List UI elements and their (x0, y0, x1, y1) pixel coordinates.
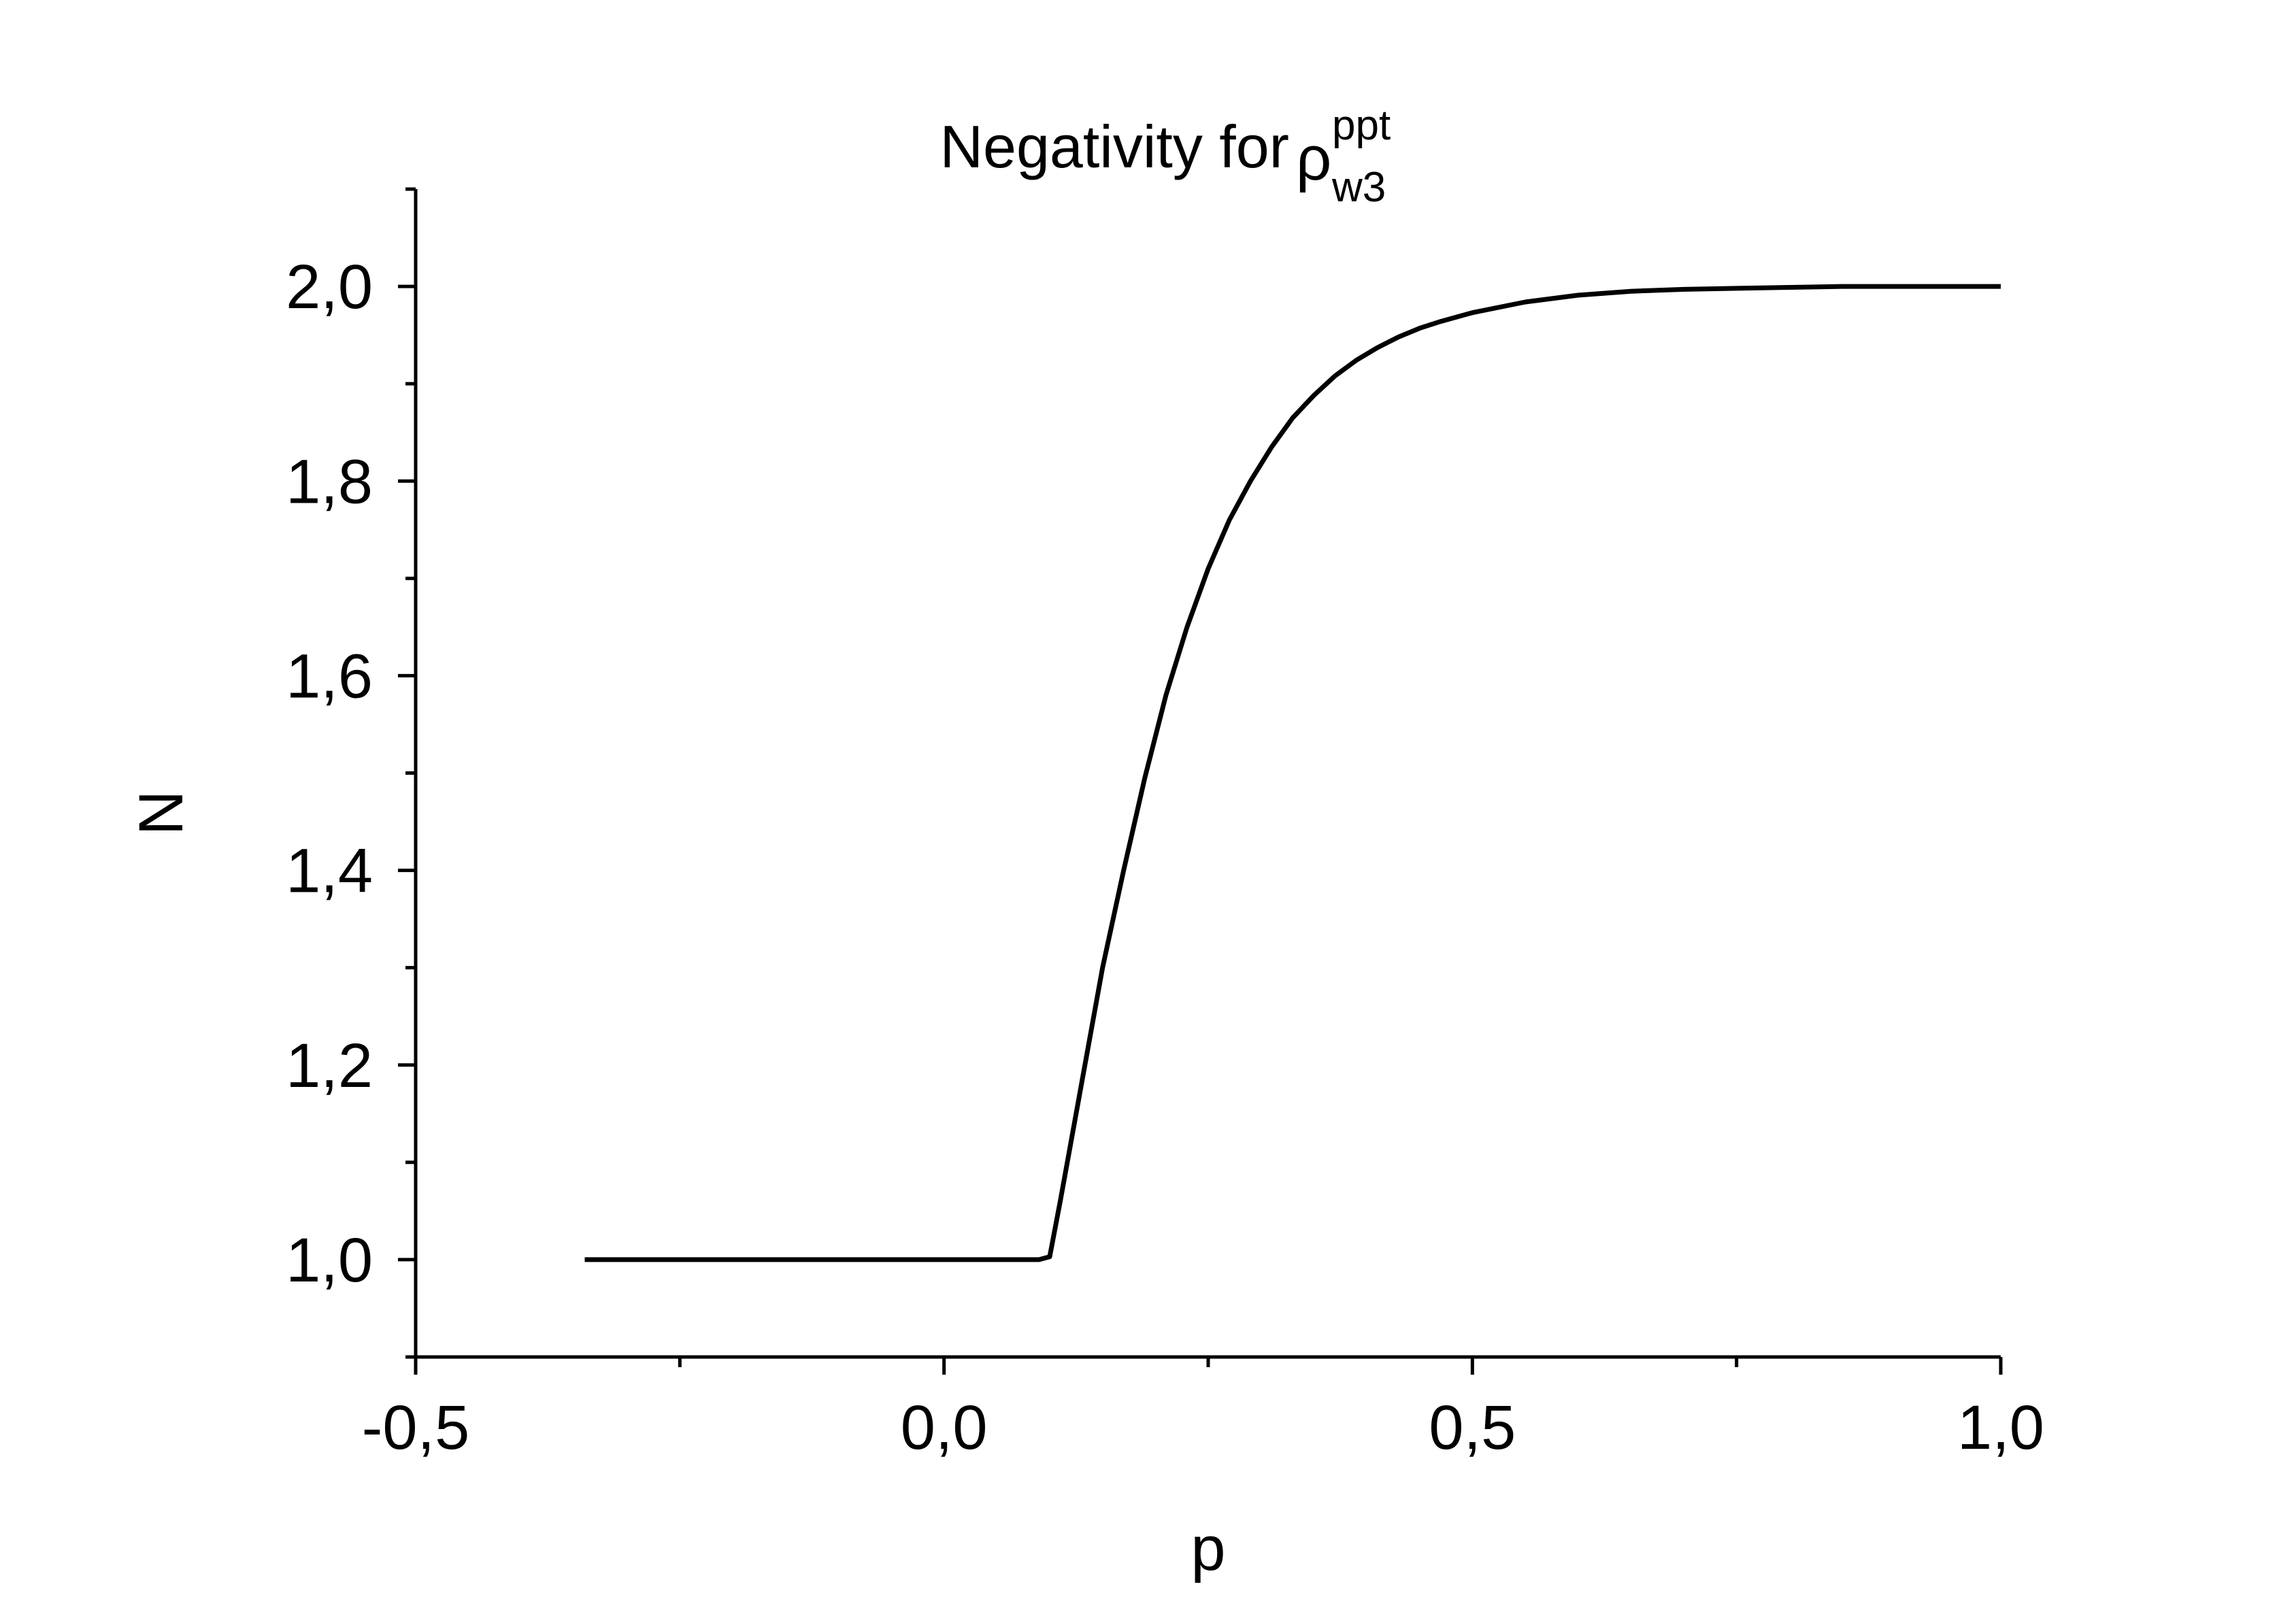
y-tick-label-4: 1,8 (286, 447, 373, 516)
x-tick-label-1: 0,0 (901, 1393, 988, 1462)
chart-title: Negativity for ρ ppt w3 (939, 102, 1391, 211)
y-tick-label-2: 1,4 (286, 837, 373, 906)
x-tick-label-0: -0,5 (362, 1393, 470, 1462)
chart-title-subscript: w3 (1331, 164, 1386, 211)
chart-title-superscript: ppt (1332, 102, 1391, 149)
y-tick-label-0: 1,0 (286, 1226, 373, 1295)
y-axis-label: N (127, 790, 196, 835)
x-tick-label-3: 1,0 (1957, 1393, 2044, 1462)
chart-title-symbol: ρ (1296, 124, 1331, 193)
series-line-0 (584, 284, 2001, 1262)
plot-series (584, 284, 2001, 1262)
y-tick-label-3: 1,6 (286, 641, 373, 711)
axis-ticks: -0,5 0,0 0,5 1,0 1,0 1,2 1,4 1,6 1,8 2,0 (286, 187, 2044, 1462)
axes (414, 189, 2001, 1359)
y-tick-label-1: 1,2 (286, 1031, 373, 1101)
y-tick-label-5: 2,0 (286, 252, 373, 322)
chart-title-text: Negativity for (939, 113, 1289, 180)
x-axis-label: p (1191, 1514, 1225, 1583)
x-tick-label-2: 0,5 (1429, 1393, 1516, 1462)
